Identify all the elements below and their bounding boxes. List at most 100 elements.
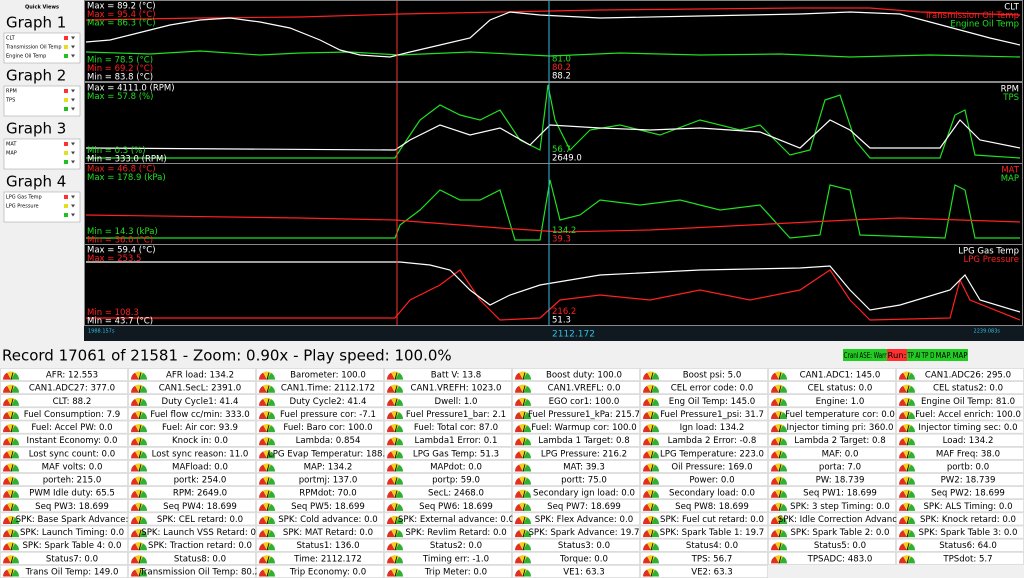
gauge-cell[interactable] [768,407,896,421]
gauge-cell[interactable] [768,486,896,499]
gauge-cell[interactable] [0,394,128,408]
channel-name[interactable]: CLT [6,36,16,42]
gauge-cell[interactable] [384,552,512,565]
gauge-cell[interactable] [512,460,640,473]
gauge-cell[interactable] [384,499,512,513]
channel-name[interactable]: RPM [6,89,17,95]
gauge-cell[interactable] [640,381,768,394]
gauge-cell[interactable] [384,486,512,499]
gauge-cell[interactable] [128,447,256,460]
gauge-cell[interactable] [256,460,384,473]
gauge-cell[interactable] [384,368,512,381]
gauge-cell[interactable] [128,525,256,539]
gauge-cell[interactable] [256,486,384,499]
gauge-cell[interactable] [512,499,640,513]
gauge-cell[interactable] [512,525,640,539]
gauge-cell[interactable] [256,512,384,526]
gauge-cell[interactable] [512,447,640,460]
gauge-cell[interactable] [768,368,896,381]
gauge-cell[interactable] [768,433,896,447]
gauge-cell[interactable] [128,486,256,499]
gauge-cell[interactable] [640,460,768,473]
gauge-cell[interactable] [640,473,768,486]
gauge-cell[interactable] [256,499,384,513]
channel-name[interactable]: MAT [6,142,17,148]
gauge-cell[interactable] [512,512,640,526]
gauge-cell[interactable] [512,407,640,421]
gauge-cell[interactable] [640,420,768,434]
gauge-cell[interactable] [512,552,640,565]
gauge-cell[interactable] [256,368,384,381]
gauge-cell[interactable] [640,512,768,526]
gauge-cell[interactable] [512,473,640,486]
gauge-cell[interactable] [128,394,256,408]
gauge-cell[interactable] [384,433,512,447]
channel-name[interactable]: Engine Oil Temp [6,54,46,60]
gauge-cell[interactable] [128,460,256,473]
gauge-cell[interactable] [640,538,768,552]
gauge-cell[interactable] [256,381,384,394]
gauge-cell[interactable] [0,473,128,486]
gauge-cell[interactable] [0,420,128,434]
gauge-cell[interactable] [512,394,640,408]
gauge-cell[interactable] [768,538,896,552]
gauge-cell[interactable] [0,368,128,381]
gauge-cell[interactable] [640,394,768,408]
gauge-cell[interactable] [640,486,768,499]
gauge-cell[interactable] [128,433,256,447]
gauge-cell[interactable] [384,538,512,552]
gauge-cell[interactable] [0,499,128,513]
gauge-cell[interactable] [0,460,128,473]
gauge-cell[interactable] [512,368,640,381]
gauge-cell[interactable] [0,512,128,526]
gauge-cell[interactable] [256,394,384,408]
gauge-cell[interactable] [0,407,128,421]
gauge-cell[interactable] [768,460,896,473]
gauge-cell[interactable] [128,499,256,513]
gauge-cell[interactable] [384,420,512,434]
gauge-cell[interactable] [768,473,896,486]
gauge-cell[interactable] [768,447,896,460]
gauge-cell[interactable] [640,525,768,539]
gauge-cell[interactable] [512,538,640,552]
gauge-cell[interactable] [384,447,512,460]
channel-name[interactable]: Transmission Oil Temp [5,45,62,51]
gauge-cell[interactable] [256,538,384,552]
gauge-cell[interactable] [128,420,256,434]
channel-name[interactable]: LPG Gas Temp [6,195,42,201]
gauge-cell[interactable] [384,407,512,421]
gauge-cell[interactable] [768,552,896,565]
gauge-cell[interactable] [256,473,384,486]
gauge-cell[interactable] [640,433,768,447]
gauge-cell[interactable] [640,447,768,460]
channel-name[interactable]: MAP [6,151,17,157]
gauge-cell[interactable] [512,486,640,499]
gauge-cell[interactable] [640,407,768,421]
gauge-cell[interactable] [640,499,768,513]
gauge-cell[interactable] [640,368,768,381]
gauge-cell[interactable] [0,486,128,499]
gauge-cell[interactable] [512,420,640,434]
gauge-cell[interactable] [512,381,640,394]
gauge-cell[interactable] [384,460,512,473]
gauge-cell[interactable] [768,420,896,434]
gauge-cell[interactable] [768,525,896,539]
channel-name[interactable]: TPS [5,98,15,104]
gauge-cell[interactable] [256,552,384,565]
gauge-cell[interactable] [0,447,128,460]
gauge-cell[interactable] [256,420,384,434]
gauge-cell[interactable] [256,407,384,421]
gauge-cell[interactable] [128,381,256,394]
gauge-cell[interactable] [256,433,384,447]
gauge-cell[interactable] [384,525,512,539]
gauge-cell[interactable] [0,525,128,539]
gauge-cell[interactable] [128,552,256,565]
gauge-cell[interactable] [0,552,128,565]
gauge-cell[interactable] [0,433,128,447]
gauge-cell[interactable] [256,525,384,539]
gauge-cell[interactable] [384,473,512,486]
gauge-cell[interactable] [768,512,896,526]
gauge-cell[interactable] [512,433,640,447]
gauge-cell[interactable] [0,538,128,552]
gauge-cell[interactable] [384,394,512,408]
